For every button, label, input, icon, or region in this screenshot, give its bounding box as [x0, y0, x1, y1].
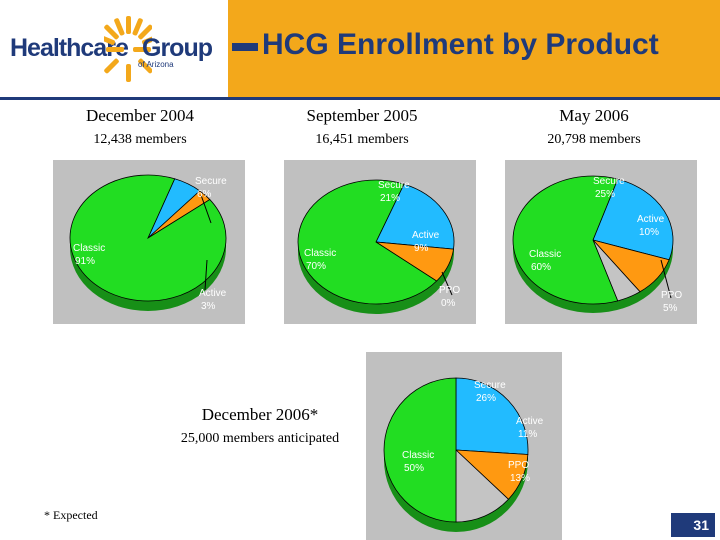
pie-svg: Classic 50% Secure 26% Active 11% PPO 13%	[383, 377, 544, 532]
logo-name-right: Group	[142, 34, 213, 62]
period-title: December 2006*	[201, 405, 319, 424]
label-leader-line	[441, 271, 453, 296]
header-bar: Healthcare Group of Arizona HCG Enrollme…	[0, 0, 720, 97]
sunburst-icon	[104, 16, 152, 82]
period-members: 12,438 members	[93, 132, 187, 147]
period-members: 20,798 members	[547, 132, 641, 147]
pie-svg: Classic 91% Secure 6% Active 3%	[69, 174, 227, 312]
pie-slice-classic	[297, 179, 438, 305]
pie-chart-dec-2006: Classic 50% Secure 26% Active 11% PPO 13%	[366, 352, 562, 540]
pie-chart-may-2006: Classic 60% Secure 25% Active 10% PPO 5%	[505, 160, 697, 324]
period-title: September 2005	[306, 106, 418, 125]
period-dec-2004: December 2004 12,438 members	[40, 106, 240, 148]
pie-slice-classic	[383, 377, 457, 523]
header-divider	[0, 97, 720, 100]
logo-subtitle: of Arizona	[138, 60, 174, 69]
pie-slice-ppo	[455, 449, 510, 523]
period-sep-2005: September 2005 16,451 members	[262, 106, 462, 148]
period-title: December 2004	[85, 106, 195, 125]
slice-label-secure: Secure 26%	[474, 380, 506, 404]
pie-chart-sep-2005: Classic 70% Secure 21% Active 9% PPO 0%	[284, 160, 476, 324]
slice-label-active: Active 3%	[199, 288, 227, 312]
slice-label-ppo: PPO 13%	[508, 460, 530, 484]
period-title: May 2006	[559, 106, 629, 125]
page-title: HCG Enrollment by Product	[262, 28, 659, 61]
pie-svg: Classic 60% Secure 25% Active 10% PPO 5%	[512, 175, 682, 314]
pie-svg: Classic 70% Secure 21% Active 9% PPO 0%	[297, 179, 460, 314]
slice-label-ppo: PPO 0%	[439, 285, 460, 309]
period-may-2006: May 2006 20,798 members	[494, 106, 694, 148]
slice-label-classic: Classic 70%	[304, 248, 336, 272]
slice-label-secure: Secure 21%	[378, 180, 410, 204]
pie-slice-secure	[455, 377, 529, 455]
slice-label-active: Active 10%	[637, 214, 665, 238]
slice-label-classic: Classic 50%	[402, 450, 434, 474]
slice-label-secure: Secure 25%	[593, 176, 625, 200]
pie-slice-classic	[512, 175, 619, 305]
pie-slice-secure	[375, 183, 455, 250]
label-leader-line	[200, 194, 212, 224]
slice-label-active: Active 9%	[412, 230, 440, 254]
title-accent-bar	[232, 43, 258, 51]
footnote: * Expected	[44, 508, 98, 522]
period-members: 25,000 members anticipated	[180, 431, 340, 446]
pie-chart-dec-2004: Classic 91% Secure 6% Active 3%	[53, 160, 245, 324]
page-number: 31	[671, 513, 715, 537]
period-dec-2006: December 2006* 25,000 members anticipate…	[170, 405, 350, 447]
pie-slice-classic	[69, 174, 227, 302]
logo: Healthcare Group of Arizona	[0, 0, 228, 97]
period-members: 16,451 members	[315, 132, 409, 147]
label-leader-line	[204, 259, 208, 291]
label-leader-line	[660, 259, 672, 299]
slice-label-classic: Classic 91%	[73, 243, 105, 267]
pie-slice-secure	[592, 178, 674, 261]
slice-label-secure: Secure 6%	[195, 176, 227, 200]
slice-label-ppo: PPO 5%	[661, 290, 682, 314]
slice-label-active: Active 11%	[516, 416, 544, 440]
slice-label-classic: Classic 60%	[529, 249, 561, 273]
